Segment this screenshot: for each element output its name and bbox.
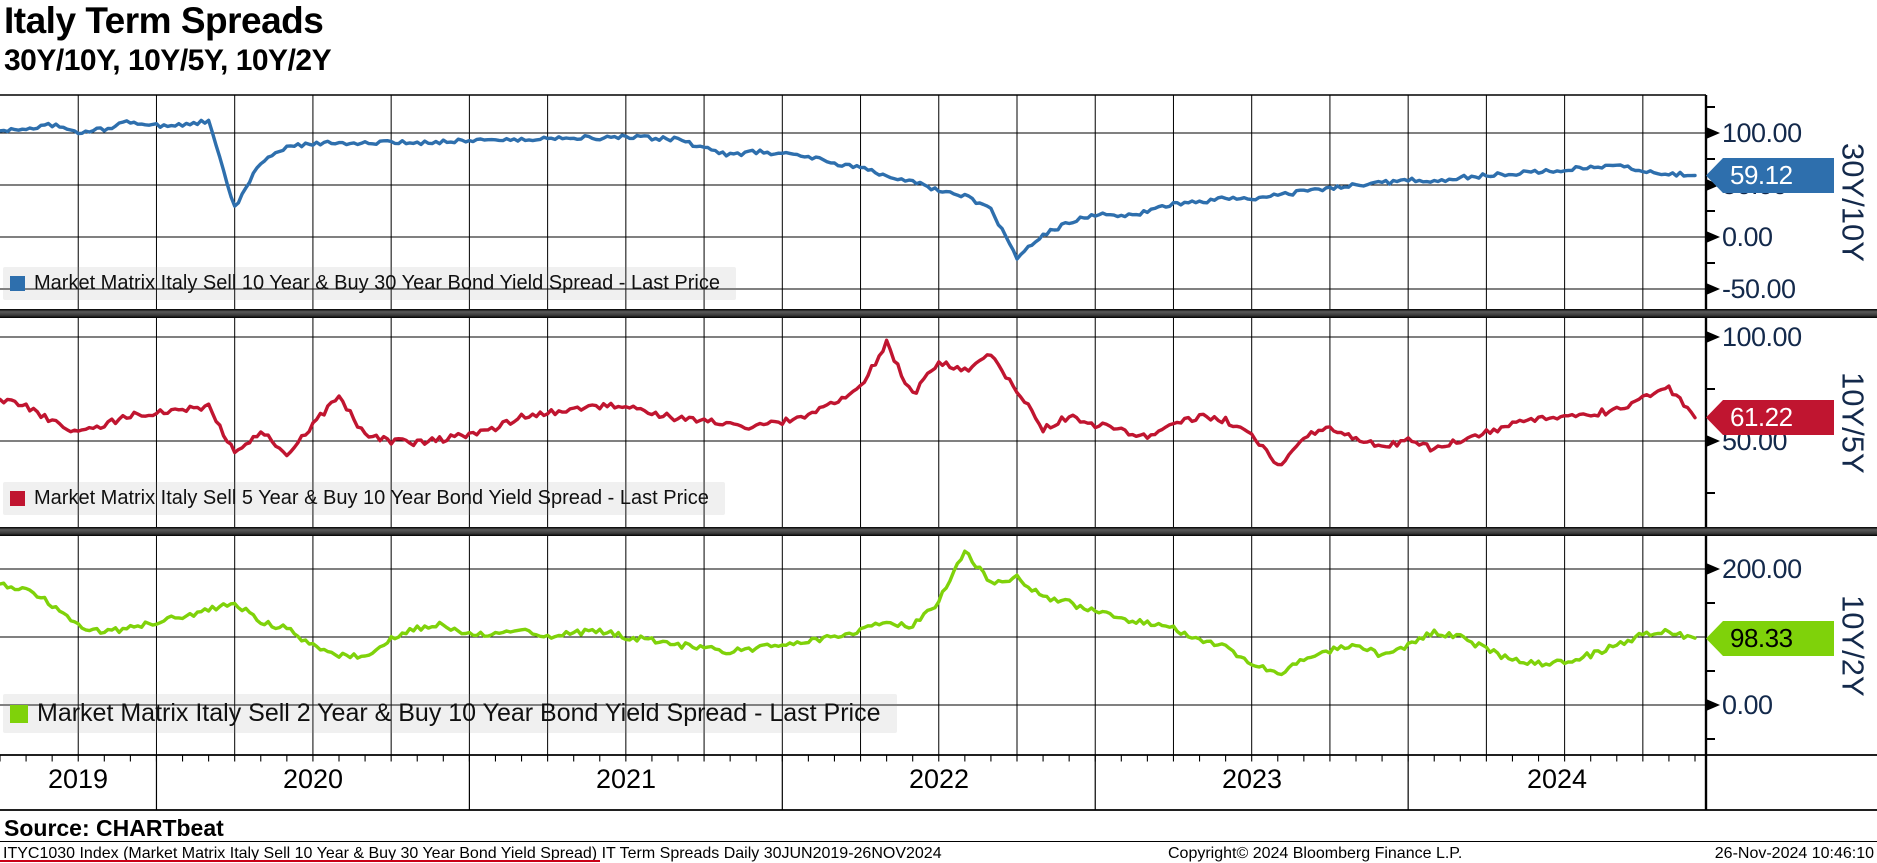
y-tick-label: 0.00 (1722, 222, 1773, 252)
legend-item-10y5y[interactable]: Market Matrix Italy Sell 5 Year & Buy 10… (3, 482, 725, 515)
x-year-label: 2023 (1221, 764, 1283, 794)
panel-axis-title-10y2y: 10Y/2Y (1828, 536, 1877, 755)
footnote-underline (0, 860, 600, 863)
y-axis-tick-arrow (1706, 331, 1720, 343)
y-tick-label: -50.00 (1722, 274, 1796, 304)
panel-axis-title-text: 30Y/10Y (1835, 143, 1871, 262)
panel-axis-title-30y10y: 30Y/10Y (1828, 95, 1877, 310)
y-tick-label: 0.00 (1722, 690, 1773, 720)
panel-axis-title-text: 10Y/2Y (1835, 594, 1871, 697)
legend-item-10y2y[interactable]: Market Matrix Italy Sell 2 Year & Buy 10… (3, 694, 897, 733)
timestamp-text: 26-Nov-2024 10:46:10 (1714, 845, 1874, 862)
series-line-30y10y (0, 118, 1697, 261)
x-year-label: 2021 (595, 764, 657, 794)
last-price-badge-10y5y: 61.22 (1706, 400, 1834, 435)
legend-label: Market Matrix Italy Sell 10 Year & Buy 3… (34, 272, 720, 294)
panel-separator (0, 309, 1877, 318)
legend-item-30y10y[interactable]: Market Matrix Italy Sell 10 Year & Buy 3… (3, 267, 736, 300)
legend-swatch-green (10, 704, 28, 723)
x-year-label: 2024 (1526, 764, 1588, 794)
series-line-10y5y (0, 338, 1697, 467)
x-year-label: 2019 (47, 764, 109, 794)
legend-label: Market Matrix Italy Sell 5 Year & Buy 10… (34, 487, 709, 509)
y-axis-tick-arrow (1706, 435, 1720, 447)
y-tick-label: 200.00 (1722, 554, 1802, 584)
y-tick-label: 100.00 (1722, 322, 1802, 352)
last-price-badge-30y10y: 59.12 (1706, 158, 1834, 193)
x-year-label: 2020 (282, 764, 344, 794)
y-tick-label: 100.00 (1722, 118, 1802, 148)
panel-axis-title-text: 10Y/5Y (1835, 372, 1871, 474)
panel-axis-title-10y5y: 10Y/5Y (1828, 318, 1877, 528)
y-axis-tick-arrow (1706, 231, 1720, 243)
copyright-text: Copyright© 2024 Bloomberg Finance L.P. (1168, 845, 1463, 862)
footnote-text: ITYC1030 Index (Market Matrix Italy Sell… (3, 845, 942, 862)
y-axis-tick-arrow (1706, 283, 1720, 295)
chart-subtitle: 30Y/10Y, 10Y/5Y, 10Y/2Y (4, 44, 332, 77)
y-axis-tick-arrow (1706, 699, 1720, 711)
x-year-label: 2022 (908, 764, 970, 794)
y-axis-tick-arrow (1706, 563, 1720, 575)
chart-title: Italy Term Spreads (4, 0, 324, 41)
source-label: Source: CHARTbeat (4, 815, 224, 841)
footer-divider (0, 841, 1877, 842)
y-axis-tick-arrow (1706, 127, 1720, 139)
legend-label: Market Matrix Italy Sell 2 Year & Buy 10… (37, 699, 881, 727)
legend-swatch-red (10, 491, 25, 506)
y-axis-tick-arrow (1706, 179, 1720, 191)
legend-swatch-blue (10, 276, 25, 291)
panel-separator (0, 527, 1877, 536)
series-line-10y2y (0, 549, 1697, 677)
last-price-badge-10y2y: 98.33 (1706, 621, 1834, 656)
